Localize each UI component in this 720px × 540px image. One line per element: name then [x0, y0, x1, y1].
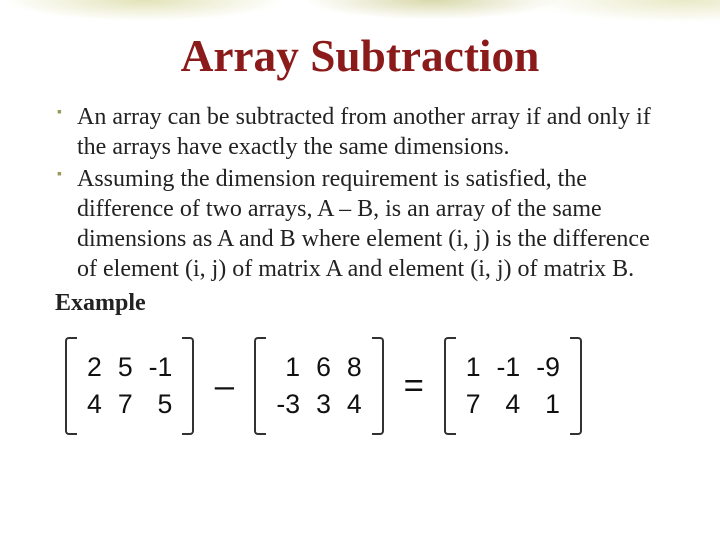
matrix-cell: 2 [79, 349, 110, 386]
matrix-cell: 5 [110, 349, 141, 386]
example-label: Example [55, 290, 665, 317]
matrix-cell: -1 [141, 349, 181, 386]
matrix-cell: 1 [528, 386, 568, 423]
table-row: 1 -1 -9 [458, 349, 568, 386]
operator-minus: – [212, 367, 236, 406]
matrix-cell: 6 [308, 349, 339, 386]
table-row: 7 4 1 [458, 386, 568, 423]
matrix-a: 2 5 -1 4 7 5 [65, 341, 194, 431]
matrix-cell: 1 [268, 349, 308, 386]
matrix-cell: 5 [141, 386, 181, 423]
matrix-cell: 7 [458, 386, 489, 423]
slide-container: Array Subtraction An array can be subtra… [0, 0, 720, 540]
matrix-cell: 3 [308, 386, 339, 423]
bullet-list: An array can be subtracted from another … [55, 102, 665, 284]
matrix-cell: -1 [489, 349, 529, 386]
matrix-cell: 4 [339, 386, 370, 423]
table-row: 1 6 8 [268, 349, 369, 386]
bullet-text: Assuming the dimension requirement is sa… [77, 166, 650, 282]
matrix-cell: 8 [339, 349, 370, 386]
matrix-b: 1 6 8 -3 3 4 [254, 341, 383, 431]
matrix-cell: 4 [489, 386, 529, 423]
equation-row: 2 5 -1 4 7 5 – 1 6 8 -3 [55, 341, 665, 431]
matrix-cell: 4 [79, 386, 110, 423]
matrix-cell: -3 [268, 386, 308, 423]
operator-equals: = [402, 367, 426, 406]
matrix-cell: -9 [528, 349, 568, 386]
table-row: 4 7 5 [79, 386, 180, 423]
bullet-text: An array can be subtracted from another … [77, 104, 651, 160]
bullet-item: An array can be subtracted from another … [55, 102, 665, 162]
matrix-result: 1 -1 -9 7 4 1 [444, 341, 582, 431]
table-row: 2 5 -1 [79, 349, 180, 386]
matrix-cell: 1 [458, 349, 489, 386]
bullet-item: Assuming the dimension requirement is sa… [55, 164, 665, 284]
table-row: -3 3 4 [268, 386, 369, 423]
slide-title: Array Subtraction [55, 30, 665, 82]
matrix-cell: 7 [110, 386, 141, 423]
